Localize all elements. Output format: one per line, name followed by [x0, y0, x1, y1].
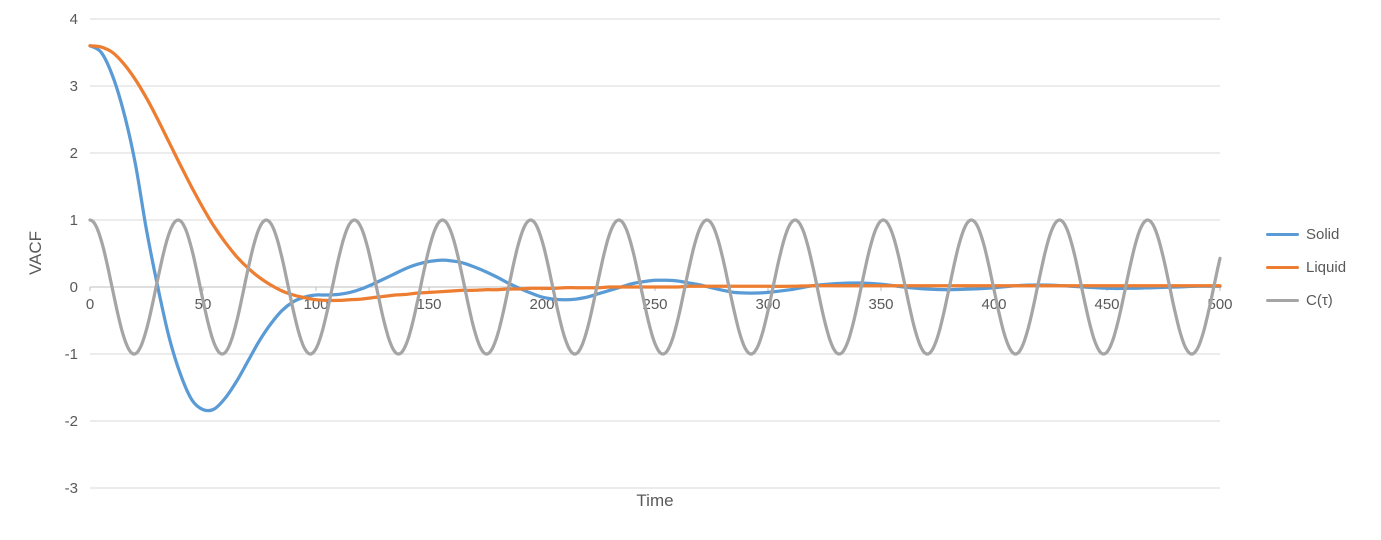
legend-label: Liquid [1306, 258, 1347, 276]
y-tick-label: 1 [70, 212, 78, 229]
y-tick-label: -3 [65, 480, 78, 497]
y-axis-title: VACF [26, 230, 45, 276]
x-tick-label: 200 [529, 296, 554, 313]
x-axis-title: Time [636, 491, 674, 510]
legend: Solid Liquid C(τ) [1266, 224, 1346, 323]
y-tick-label: 2 [70, 145, 78, 162]
legend-line-swatch [1266, 298, 1299, 302]
x-tick-label: 350 [868, 296, 893, 313]
series-line-liquid [88, 44, 1222, 303]
legend-label: Solid [1306, 225, 1340, 243]
legend-label: C(τ) [1306, 291, 1333, 309]
legend-line-swatch [1266, 232, 1299, 236]
x-tick-label: 500 [1207, 296, 1232, 313]
x-tick-label: 250 [642, 296, 667, 313]
y-tick-label: 3 [70, 78, 78, 95]
legend-item-liquid: Liquid [1266, 257, 1346, 277]
y-tick-label: -1 [65, 346, 78, 363]
x-tick-label: 0 [86, 296, 94, 313]
y-tick-label: 4 [70, 11, 78, 28]
x-tick-label: 450 [1094, 296, 1119, 313]
legend-line-swatch [1266, 265, 1299, 269]
x-tick-label: 150 [416, 296, 441, 313]
x-tick-label: 400 [981, 296, 1006, 313]
series-line-solid [88, 44, 1222, 413]
series-line-c- [88, 218, 1222, 356]
y-tick-label: 0 [70, 279, 78, 296]
y-tick-label: -2 [65, 413, 78, 430]
legend-item-c-: C(τ) [1266, 290, 1346, 310]
legend-item-solid: Solid [1266, 224, 1346, 244]
